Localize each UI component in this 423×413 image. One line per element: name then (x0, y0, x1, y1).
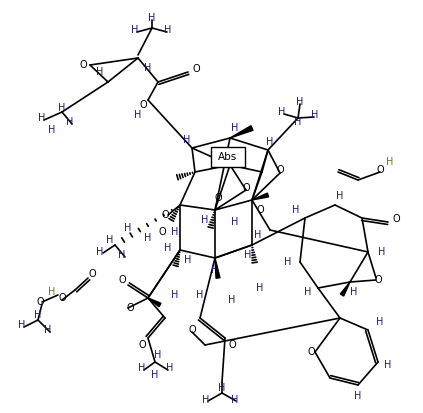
Text: H: H (385, 360, 392, 370)
Text: H: H (386, 157, 394, 167)
Text: H: H (218, 383, 226, 393)
Text: H: H (378, 247, 386, 257)
Text: H: H (164, 243, 172, 253)
Text: H: H (304, 287, 312, 297)
Text: H: H (131, 25, 139, 35)
Text: H: H (376, 317, 384, 327)
Text: O: O (118, 275, 126, 285)
Text: O: O (242, 183, 250, 193)
Text: H: H (164, 25, 172, 35)
Text: H: H (48, 125, 56, 135)
Text: H: H (284, 257, 292, 267)
FancyBboxPatch shape (211, 147, 245, 167)
Text: H: H (231, 217, 239, 227)
Text: H: H (311, 110, 319, 120)
Text: H: H (212, 265, 219, 275)
Text: H: H (154, 350, 162, 360)
Text: H: H (96, 67, 104, 77)
Text: H: H (66, 117, 74, 127)
Text: H: H (38, 113, 46, 123)
Text: O: O (214, 193, 222, 203)
Text: H: H (171, 290, 179, 300)
Text: O: O (228, 340, 236, 350)
Text: H: H (124, 223, 132, 233)
Text: H: H (228, 295, 236, 305)
Text: H: H (196, 290, 204, 300)
Text: O: O (192, 64, 200, 74)
Text: O: O (188, 325, 196, 335)
Text: O: O (138, 340, 146, 350)
Text: O: O (392, 214, 400, 224)
Text: H: H (151, 370, 159, 380)
Text: O: O (158, 227, 166, 237)
Text: H: H (44, 325, 52, 335)
Text: H: H (256, 283, 264, 293)
Text: O: O (256, 205, 264, 215)
Text: O: O (126, 303, 134, 313)
Text: H: H (118, 250, 126, 260)
Text: H: H (202, 395, 210, 405)
Text: H: H (294, 117, 302, 127)
Text: H: H (106, 235, 114, 245)
Text: H: H (350, 287, 358, 297)
Text: H: H (48, 287, 56, 297)
Text: H: H (231, 123, 239, 133)
Text: H: H (144, 63, 152, 73)
Text: H: H (292, 205, 299, 215)
Text: H: H (166, 363, 174, 373)
Text: H: H (135, 110, 142, 120)
Text: H: H (171, 227, 179, 237)
Text: O: O (161, 210, 169, 220)
Text: O: O (276, 165, 284, 175)
Polygon shape (215, 258, 220, 278)
Text: H: H (138, 363, 146, 373)
Text: H: H (297, 97, 304, 107)
Polygon shape (148, 298, 161, 307)
Text: H: H (18, 320, 26, 330)
Text: H: H (231, 395, 239, 405)
Text: H: H (336, 191, 343, 201)
Text: H: H (183, 135, 191, 145)
Polygon shape (340, 282, 350, 296)
Text: H: H (201, 215, 209, 225)
Text: O: O (58, 293, 66, 303)
Text: H: H (278, 107, 286, 117)
Text: O: O (139, 100, 147, 110)
Text: H: H (184, 255, 192, 265)
Text: O: O (79, 60, 87, 70)
Text: O: O (36, 297, 44, 307)
Text: O: O (307, 347, 315, 357)
Text: H: H (96, 247, 104, 257)
Polygon shape (230, 126, 253, 138)
Text: H: H (144, 233, 152, 243)
Text: H: H (244, 250, 252, 260)
Text: H: H (58, 103, 66, 113)
Text: H: H (34, 310, 42, 320)
Text: H: H (354, 391, 362, 401)
Text: O: O (374, 275, 382, 285)
Polygon shape (252, 193, 269, 200)
Text: H: H (266, 137, 274, 147)
Text: H: H (148, 13, 156, 23)
Text: Abs: Abs (218, 152, 238, 162)
Text: O: O (376, 165, 384, 175)
Text: H: H (254, 230, 262, 240)
Text: O: O (88, 269, 96, 279)
